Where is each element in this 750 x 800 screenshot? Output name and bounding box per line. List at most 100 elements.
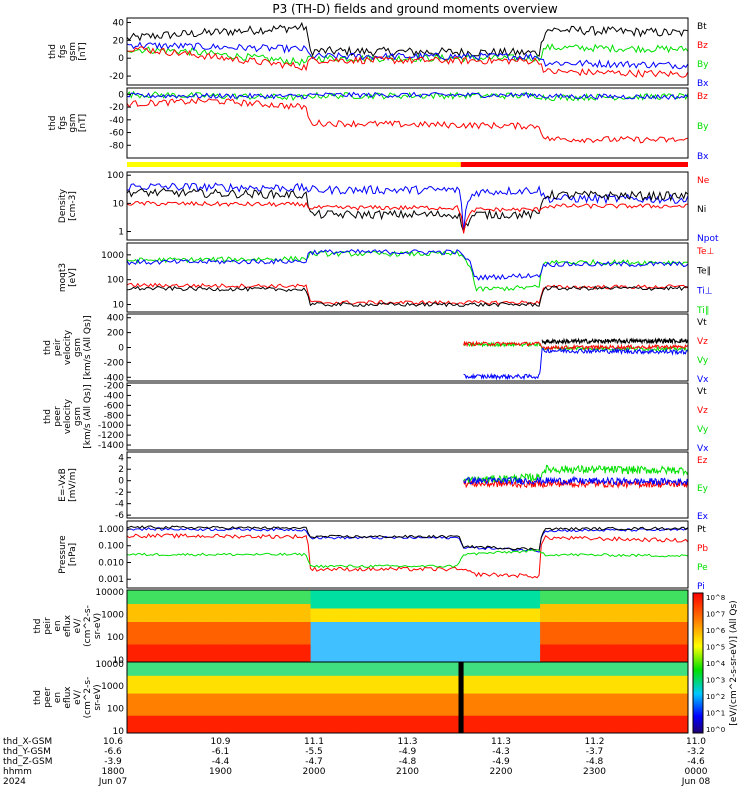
heatmap-cell bbox=[514, 684, 521, 690]
heatmap-cell bbox=[652, 626, 658, 631]
heatmap-cell bbox=[152, 719, 159, 725]
heatmap-cell bbox=[264, 603, 271, 609]
heatmap-cell bbox=[586, 635, 592, 640]
heatmap-cell bbox=[616, 706, 623, 712]
heatmap-cell bbox=[315, 599, 322, 604]
heatmap-cell bbox=[274, 728, 281, 734]
heatmap-cell bbox=[152, 608, 159, 613]
heatmap-cell bbox=[218, 635, 225, 640]
ytick-label: -80 bbox=[109, 141, 124, 151]
heatmap-cell bbox=[504, 630, 510, 636]
heatmap-cell bbox=[203, 644, 210, 649]
heatmap-cell bbox=[672, 621, 679, 627]
panel-frame bbox=[126, 87, 689, 159]
heatmap-cell bbox=[132, 675, 138, 681]
heatmap-cell bbox=[162, 599, 169, 604]
heatmap-cell bbox=[351, 670, 357, 676]
heatmap-cell bbox=[331, 639, 337, 645]
heatmap-cell bbox=[514, 724, 521, 730]
heatmap-cell bbox=[575, 653, 582, 658]
heatmap-cell bbox=[540, 688, 546, 694]
heatmap-cell bbox=[142, 612, 148, 618]
heatmap-cell bbox=[453, 697, 459, 703]
heatmap-cell bbox=[223, 684, 230, 690]
heatmap-cell bbox=[677, 675, 684, 681]
heatmap-cell bbox=[580, 701, 587, 707]
heatmap-cell bbox=[484, 719, 490, 725]
ylabel-line: peir bbox=[43, 617, 53, 635]
heatmap-cell bbox=[642, 644, 648, 649]
heatmap-cell bbox=[269, 688, 276, 694]
heatmap-cell bbox=[626, 603, 633, 609]
heatmap-cell bbox=[341, 701, 347, 707]
heatmap-cell bbox=[621, 719, 628, 725]
heatmap-cell bbox=[366, 724, 373, 730]
heatmap-cell bbox=[285, 608, 291, 613]
heatmap-cell bbox=[422, 666, 429, 672]
heatmap-cell bbox=[361, 594, 368, 600]
heatmap-cell bbox=[422, 662, 429, 667]
heatmap-cell bbox=[443, 644, 449, 649]
heatmap-cell bbox=[570, 657, 577, 663]
heatmap-cell bbox=[540, 684, 546, 690]
heatmap-cell bbox=[509, 612, 516, 618]
heatmap-cell bbox=[524, 693, 531, 698]
heatmap-cell bbox=[351, 653, 357, 658]
heatmap-cell bbox=[570, 617, 577, 622]
heatmap-cell bbox=[351, 657, 357, 663]
heatmap-cell bbox=[254, 603, 261, 609]
heatmap-cell bbox=[382, 612, 388, 618]
heatmap-cell bbox=[132, 706, 138, 712]
heatmap-cell bbox=[529, 648, 536, 654]
heatmap-cell bbox=[167, 648, 174, 654]
heatmap-cell bbox=[448, 635, 454, 640]
heatmap-cell bbox=[315, 594, 322, 600]
heatmap-cell bbox=[601, 706, 607, 712]
heatmap-cell bbox=[565, 706, 572, 712]
heatmap-cell bbox=[473, 653, 480, 658]
heatmap-cell bbox=[310, 639, 317, 645]
heatmap-cell bbox=[392, 630, 398, 636]
heatmap-cell bbox=[218, 701, 225, 707]
heatmap-cell bbox=[239, 648, 245, 654]
heatmap-cell bbox=[280, 648, 286, 654]
heatmap-cell bbox=[310, 594, 317, 600]
heatmap-cell bbox=[300, 644, 306, 649]
heatmap-cell bbox=[550, 693, 556, 698]
heatmap-cell bbox=[519, 590, 526, 595]
heatmap-cell bbox=[244, 648, 250, 654]
heatmap-cell bbox=[402, 706, 408, 712]
heatmap-cell bbox=[198, 666, 204, 672]
heatmap-cell bbox=[499, 710, 505, 716]
heatmap-cell bbox=[427, 715, 434, 721]
heatmap-cell bbox=[229, 612, 235, 618]
heatmap-cell bbox=[422, 670, 429, 676]
heatmap-cell bbox=[427, 719, 434, 725]
heatmap-cell bbox=[458, 603, 465, 609]
heatmap-cell bbox=[438, 594, 444, 600]
heatmap-cell bbox=[448, 728, 454, 734]
heatmap-cell bbox=[249, 630, 255, 636]
heatmap-cell bbox=[274, 688, 281, 694]
heatmap-cell bbox=[570, 679, 577, 685]
heatmap-cell bbox=[545, 675, 551, 681]
heatmap-cell bbox=[662, 706, 669, 712]
heatmap-cell bbox=[596, 644, 602, 649]
heatmap-cell bbox=[407, 724, 414, 730]
heatmap-cell bbox=[514, 715, 521, 721]
heatmap-cell bbox=[565, 684, 572, 690]
heatmap-cell bbox=[580, 715, 587, 721]
heatmap-cell bbox=[223, 653, 230, 658]
heatmap-cell bbox=[606, 657, 612, 663]
xaxis-row-label: thd_Z-GSM bbox=[3, 757, 52, 767]
heatmap-cell bbox=[519, 728, 526, 734]
xaxis-tick-label: 2300 bbox=[583, 767, 606, 777]
heatmap-cell bbox=[193, 626, 199, 631]
heatmap-cell bbox=[127, 657, 133, 663]
heatmap-cell bbox=[677, 693, 684, 698]
heatmap-cell bbox=[448, 653, 454, 658]
heatmap-cell bbox=[555, 710, 561, 716]
heatmap-cell bbox=[463, 662, 470, 667]
heatmap-cell bbox=[188, 603, 194, 609]
heatmap-cell bbox=[407, 648, 414, 654]
